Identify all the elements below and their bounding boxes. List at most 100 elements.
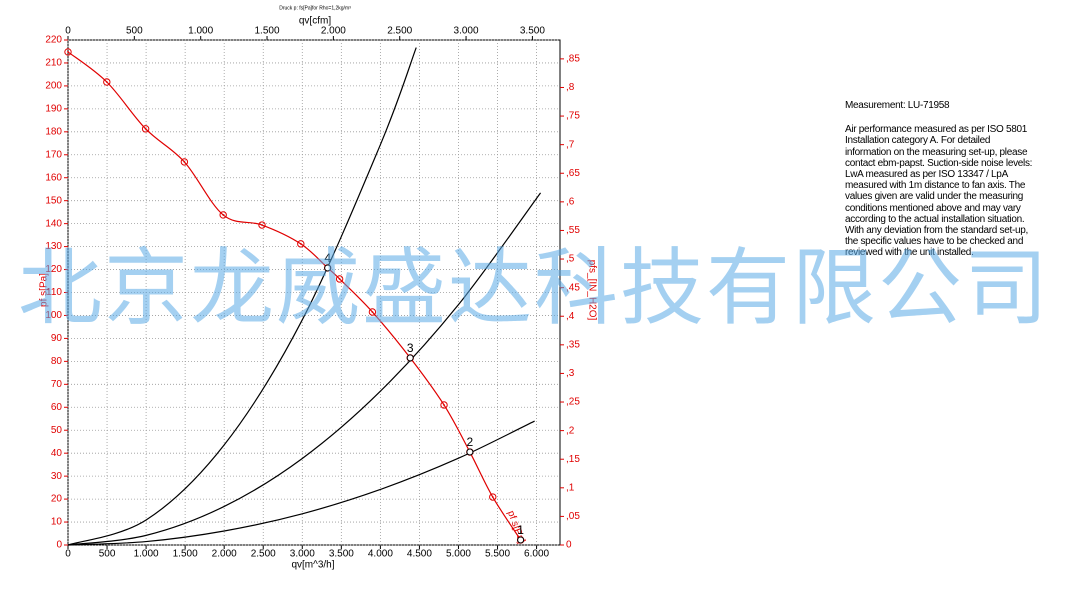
line: [67, 47, 417, 546]
x2-tick-label: 1.000: [188, 26, 213, 37]
point: [258, 221, 266, 229]
x2-tick-label: 2.000: [321, 26, 346, 37]
y2-tick-label: 0: [566, 540, 572, 551]
y2-tick-label: ,35: [566, 339, 580, 350]
y-tick-label: 130: [45, 241, 62, 252]
point: [64, 48, 72, 56]
y-tick-label: 60: [51, 402, 63, 413]
y2-tick-label: ,1: [566, 482, 575, 493]
point-dot: [371, 311, 374, 313]
y-tick-label: 80: [51, 356, 63, 367]
x2-tick-label: 3.000: [454, 26, 479, 37]
operating-point-label: 2: [467, 435, 474, 449]
y2-tick-label: ,8: [566, 82, 575, 93]
point-dot: [105, 81, 108, 83]
x2-tick-label: 2.500: [387, 26, 412, 37]
notes: Measurement: LU-71958 Air performance me…: [845, 100, 1033, 272]
x-tick-label: 500: [99, 549, 116, 560]
y-tick-label: 180: [45, 126, 62, 137]
point: [219, 211, 227, 219]
y2-tick-label: ,55: [566, 225, 580, 236]
point: [103, 78, 111, 86]
y-tick-label: 150: [45, 195, 62, 206]
point: [297, 240, 305, 248]
y-tick-label: 200: [45, 81, 62, 92]
y-tick-label: 220: [45, 35, 62, 46]
point-dot: [67, 51, 69, 53]
x-tick-label: 3.500: [329, 549, 354, 560]
y-tick-label: 70: [51, 379, 63, 390]
y-tick-label: 110: [46, 287, 62, 298]
y-tick-label: 210: [45, 58, 62, 69]
x-tick-label: 5.500: [485, 549, 510, 560]
y-tick-label: 160: [45, 172, 62, 183]
x-tick-label: 4.500: [407, 549, 432, 560]
y-axis-title: pf s[Pa]: [39, 273, 50, 307]
x-tick-label: 2.000: [212, 549, 237, 560]
line: [67, 420, 535, 546]
y2-tick-label: ,85: [566, 54, 580, 65]
y2-tick-label: ,45: [566, 282, 580, 293]
operating-point-label: 1: [517, 523, 524, 537]
chart-title: Druck p: fs[Pa]for Rho=1,2kg/m³: [279, 5, 351, 11]
point-dot: [222, 214, 225, 216]
y2-tick-label: ,6: [566, 196, 575, 207]
y-tick-label: 40: [51, 448, 63, 459]
y-tick-label: 100: [45, 310, 62, 321]
operating-point-label: 4: [324, 251, 331, 265]
y2-tick-label: ,3: [566, 368, 575, 379]
y2-tick-label: ,5: [566, 254, 575, 265]
x-tick-label: 1.000: [134, 549, 159, 560]
y-tick-label: 20: [51, 494, 63, 505]
measurement: Measurement: LU-71958: [845, 100, 950, 111]
x-tick-label: 6.000: [524, 549, 549, 560]
x-tick-label: 4.000: [368, 549, 393, 560]
x2-tick-label: 500: [126, 26, 143, 37]
point-dot: [338, 278, 341, 280]
point-dot: [261, 224, 263, 226]
x-axis-title: qv[m^3/h]: [291, 560, 334, 571]
y-tick-label: 30: [51, 471, 63, 482]
y2-tick-label: ,7: [566, 139, 575, 150]
point-dot: [299, 242, 302, 245]
watermark: 北京龙威盛达科技有限公司: [18, 239, 1051, 337]
y2-tick-label: ,75: [566, 111, 580, 122]
point: [368, 308, 377, 316]
notes-text: Air performance measured as per ISO 5801…: [845, 124, 1033, 259]
point-dot: [491, 496, 494, 498]
x-tick-label: 0: [65, 549, 71, 560]
operating-point: [466, 448, 474, 456]
top-axis-title: qv[cfm]: [299, 16, 331, 27]
y2-tick-label: ,05: [566, 511, 580, 522]
point-dot: [443, 404, 445, 406]
x-tick-label: 5.000: [446, 549, 471, 560]
y-tick-label: 10: [51, 517, 63, 528]
x-tick-label: 1.500: [173, 549, 198, 560]
point-dot: [183, 160, 186, 163]
y-tick-label: 140: [45, 218, 62, 229]
operating-point: [324, 264, 332, 272]
point-dot: [144, 127, 147, 130]
x-tick-label: 3.000: [290, 549, 315, 560]
point: [180, 158, 189, 166]
y-tick-label: 170: [45, 149, 62, 160]
point: [489, 493, 497, 501]
y2-tick-label: ,2: [566, 425, 575, 436]
point: [141, 125, 150, 133]
y2-tick-label: ,15: [566, 454, 580, 465]
y-tick-label: 50: [51, 425, 63, 436]
y-tick-label: 120: [45, 264, 62, 275]
operating-point: [517, 536, 525, 544]
point: [440, 401, 448, 409]
y2-tick-label: ,25: [566, 397, 580, 408]
y2-tick-label: ,65: [566, 168, 580, 179]
line: [67, 192, 542, 546]
operating-point: [406, 354, 414, 362]
x2-tick-label: 1.500: [255, 26, 280, 37]
y2-tick-label: ,4: [566, 311, 575, 322]
x2-tick-label: 3.500: [520, 26, 545, 37]
y-tick-label: 190: [45, 104, 62, 115]
y-tick-label: 0: [56, 540, 62, 551]
